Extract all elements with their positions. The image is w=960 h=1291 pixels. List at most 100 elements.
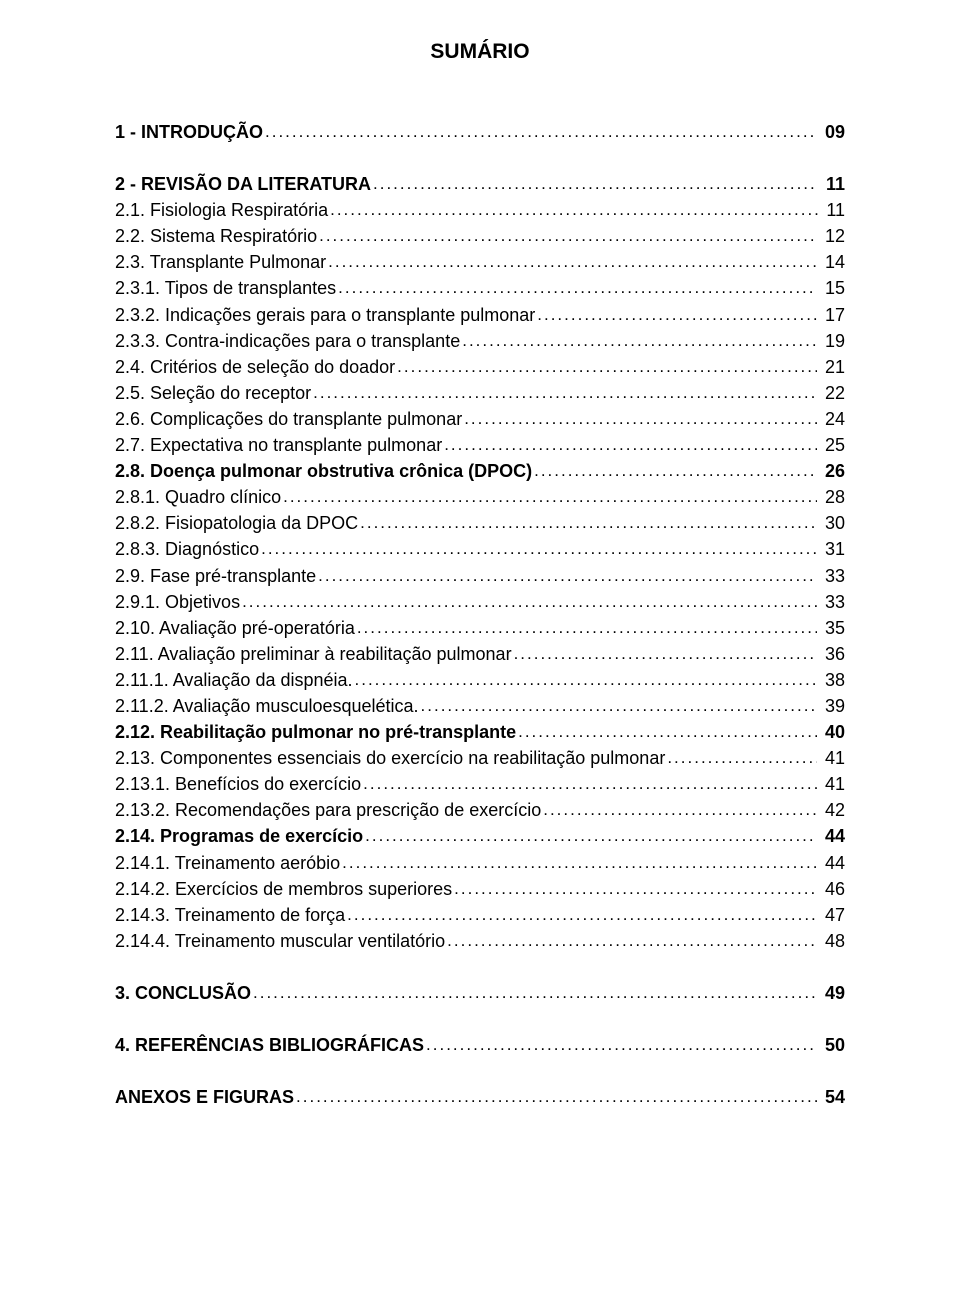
toc-entry: 2.8.1. Quadro clínico28 [115, 484, 845, 510]
toc-entry: 2.14.1. Treinamento aeróbio 44 [115, 850, 845, 876]
toc-leader-dots [537, 302, 817, 328]
toc-entry-label: 2.6. Complicações do transplante pulmona… [115, 406, 462, 432]
toc-entry-label: 2.3.3. Contra-indicações para o transpla… [115, 328, 460, 354]
toc-entry-page: 26 [819, 458, 845, 484]
toc-leader-dots [261, 536, 817, 562]
toc-leader-dots [253, 980, 817, 1006]
toc-entry-label: 3. CONCLUSÃO [115, 980, 251, 1006]
toc-leader-dots [357, 615, 817, 641]
toc-leader-dots [464, 406, 817, 432]
toc-leader-dots [318, 563, 817, 589]
toc-entry-page: 33 [819, 563, 845, 589]
toc-entry: 2.5. Seleção do receptor22 [115, 380, 845, 406]
toc-entry-page: 41 [819, 771, 845, 797]
toc-leader-dots [514, 641, 817, 667]
toc-leader-dots [447, 928, 817, 954]
toc-leader-dots [319, 223, 817, 249]
toc-leader-dots [360, 510, 817, 536]
toc-entry-page: 47 [819, 902, 845, 928]
toc-entry: 2.3.1. Tipos de transplantes 15 [115, 275, 845, 301]
toc-entry-page: 48 [819, 928, 845, 954]
toc-entry: 2.2. Sistema Respiratório 12 [115, 223, 845, 249]
toc-leader-dots [444, 432, 817, 458]
toc-entry: 2.1. Fisiologia Respiratória11 [115, 197, 845, 223]
toc-entry: 2.8.3. Diagnóstico 31 [115, 536, 845, 562]
toc-entry: 2.14.3. Treinamento de força 47 [115, 902, 845, 928]
toc-leader-dots [365, 823, 817, 849]
toc-entry-page: 41 [819, 745, 845, 771]
toc-entry-page: 31 [819, 536, 845, 562]
toc-gap [115, 145, 845, 171]
toc-entry-page: 28 [819, 484, 845, 510]
toc-leader-dots [330, 197, 818, 223]
toc-entry-page: 11 [820, 197, 845, 223]
toc-entry: 2.9. Fase pré-transplante 33 [115, 563, 845, 589]
toc-entry-page: 38 [819, 667, 845, 693]
toc-leader-dots [265, 119, 817, 145]
toc-entry-label: 2.11.1. Avaliação da dispnéia. [115, 667, 353, 693]
toc-leader-dots [363, 771, 817, 797]
toc-leader-dots [296, 1084, 817, 1110]
toc-entry: ANEXOS E FIGURAS54 [115, 1084, 845, 1110]
toc-entry: 2.3.2. Indicações gerais para o transpla… [115, 302, 845, 328]
toc-entry: 4. REFERÊNCIAS BIBLIOGRÁFICAS50 [115, 1032, 845, 1058]
toc-entry-label: 2.8.3. Diagnóstico [115, 536, 259, 562]
toc-entry-page: 11 [820, 171, 845, 197]
toc-entry: 2.6. Complicações do transplante pulmona… [115, 406, 845, 432]
toc-entry-page: 15 [819, 275, 845, 301]
toc-entry-label: 2.3.1. Tipos de transplantes [115, 275, 336, 301]
toc-entry-page: 12 [819, 223, 845, 249]
toc-entry: 2.12. Reabilitação pulmonar no pré-trans… [115, 719, 845, 745]
toc-entry-page: 17 [819, 302, 845, 328]
toc-entry-page: 14 [819, 249, 845, 275]
toc-leader-dots [462, 328, 817, 354]
toc-entry: 2.10. Avaliação pré-operatória35 [115, 615, 845, 641]
toc-entry-page: 35 [819, 615, 845, 641]
toc-entry-label: 2.14. Programas de exercício [115, 823, 363, 849]
toc-entry-label: 2.2. Sistema Respiratório [115, 223, 317, 249]
toc-entry-label: 2.13.1. Benefícios do exercício [115, 771, 361, 797]
toc-entry: 1 - INTRODUÇÃO09 [115, 119, 845, 145]
toc-entry-label: 2.5. Seleção do receptor [115, 380, 311, 406]
page-title: SUMÁRIO [115, 40, 845, 64]
toc-entry-label: 2.12. Reabilitação pulmonar no pré-trans… [115, 719, 516, 745]
toc-entry: 2 - REVISÃO DA LITERATURA 11 [115, 171, 845, 197]
toc-entry-page: 24 [819, 406, 845, 432]
toc-leader-dots [328, 249, 817, 275]
toc-entry-page: 44 [819, 823, 845, 849]
toc-entry-label: 2.9.1. Objetivos [115, 589, 240, 615]
toc-leader-dots [421, 693, 817, 719]
toc-entry-page: 21 [819, 354, 845, 380]
toc-entry: 2.8. Doença pulmonar obstrutiva crônica … [115, 458, 845, 484]
toc-entry-label: 2.3.2. Indicações gerais para o transpla… [115, 302, 535, 328]
toc-entry: 2.14.4. Treinamento muscular ventilatóri… [115, 928, 845, 954]
toc-entry-page: 09 [819, 119, 845, 145]
toc-entry-label: 2.8.2. Fisiopatologia da DPOC [115, 510, 358, 536]
toc-entry-page: 39 [819, 693, 845, 719]
toc-leader-dots [518, 719, 817, 745]
toc-entry: 2.13. Componentes essenciais do exercíci… [115, 745, 845, 771]
toc-entry-label: 2.13. Componentes essenciais do exercíci… [115, 745, 665, 771]
toc-entry-page: 33 [819, 589, 845, 615]
toc-entry-page: 46 [819, 876, 845, 902]
toc-entry: 3. CONCLUSÃO 49 [115, 980, 845, 1006]
toc-entry-label: 2.11. Avaliação preliminar à reabilitaçã… [115, 641, 512, 667]
toc-entry-label: 2.11.2. Avaliação musculoesquelética. [115, 693, 419, 719]
toc-entry-page: 44 [819, 850, 845, 876]
toc-leader-dots [454, 876, 817, 902]
toc-entry-label: 2.14.4. Treinamento muscular ventilatóri… [115, 928, 445, 954]
toc-leader-dots [283, 484, 817, 510]
toc-entry: 2.3.3. Contra-indicações para o transpla… [115, 328, 845, 354]
toc-leader-dots [342, 850, 817, 876]
toc-entry: 2.9.1. Objetivos 33 [115, 589, 845, 615]
toc-entry-label: 2.13.2. Recomendações para prescrição de… [115, 797, 541, 823]
toc-entry: 2.4. Critérios de seleção do doador 21 [115, 354, 845, 380]
toc-leader-dots [667, 745, 817, 771]
toc-entry-page: 36 [819, 641, 845, 667]
toc-entry-label: 2.3. Transplante Pulmonar [115, 249, 326, 275]
toc-leader-dots [543, 797, 817, 823]
toc-entry-page: 40 [819, 719, 845, 745]
toc-leader-dots [373, 171, 818, 197]
toc-leader-dots [397, 354, 817, 380]
toc-entry-label: 2 - REVISÃO DA LITERATURA [115, 171, 371, 197]
